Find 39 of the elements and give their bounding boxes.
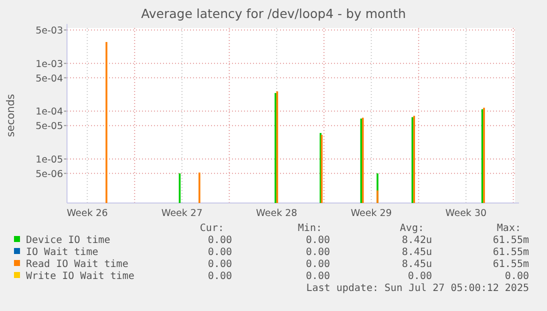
text: Avg: xyxy=(400,223,424,234)
y-axis-title: seconds xyxy=(5,94,17,137)
y-tick-label: 1e-04 xyxy=(36,106,63,118)
y-tick-label: 5e-06 xyxy=(36,168,63,180)
text: 0.00 xyxy=(208,247,232,258)
text: 0.00 xyxy=(504,271,529,282)
text: Last update: Sun Jul 27 05:00:12 2025 xyxy=(306,283,529,294)
text: 0.00 xyxy=(408,271,432,282)
text: 0.00 xyxy=(306,247,330,258)
text: 61.55m xyxy=(492,235,529,246)
x-tick-label: Week 27 xyxy=(161,208,203,219)
chart-title: Average latency for /dev/loop4 - by month xyxy=(141,6,406,21)
text: 8.45u xyxy=(402,247,432,258)
legend-label: Read IO Wait time xyxy=(26,259,128,270)
text: 8.42u xyxy=(402,235,432,246)
x-tick-label: Week 29 xyxy=(350,208,392,219)
x-tick-label: Week 28 xyxy=(256,208,298,219)
y-tick-label: 5e-05 xyxy=(36,121,63,132)
text: Min: xyxy=(298,223,322,234)
y-tick-label: 1e-05 xyxy=(36,154,63,166)
x-tick-label: Week 26 xyxy=(66,208,108,219)
text: Cur: xyxy=(200,223,224,234)
text: 0.00 xyxy=(208,259,232,270)
legend-label: Device IO time xyxy=(26,235,110,246)
text: 0.00 xyxy=(306,235,330,246)
y-tick-label: 5e-04 xyxy=(36,73,63,84)
y-tick-label: 1e-03 xyxy=(36,58,63,70)
text: 0.00 xyxy=(208,271,232,282)
x-tick-label: Week 30 xyxy=(445,208,487,219)
text: 61.55m xyxy=(492,247,529,258)
text: 8.45u xyxy=(402,259,432,270)
text: Max: xyxy=(496,223,521,234)
legend-label: Write IO Wait time xyxy=(26,271,134,282)
legend-label: IO Wait time xyxy=(26,247,98,258)
text: 0.00 xyxy=(208,235,232,246)
text: 0.00 xyxy=(306,259,330,270)
y-tick-label: 5e-03 xyxy=(36,25,63,36)
text: 0.00 xyxy=(306,271,330,282)
text: 61.55m xyxy=(492,259,529,270)
